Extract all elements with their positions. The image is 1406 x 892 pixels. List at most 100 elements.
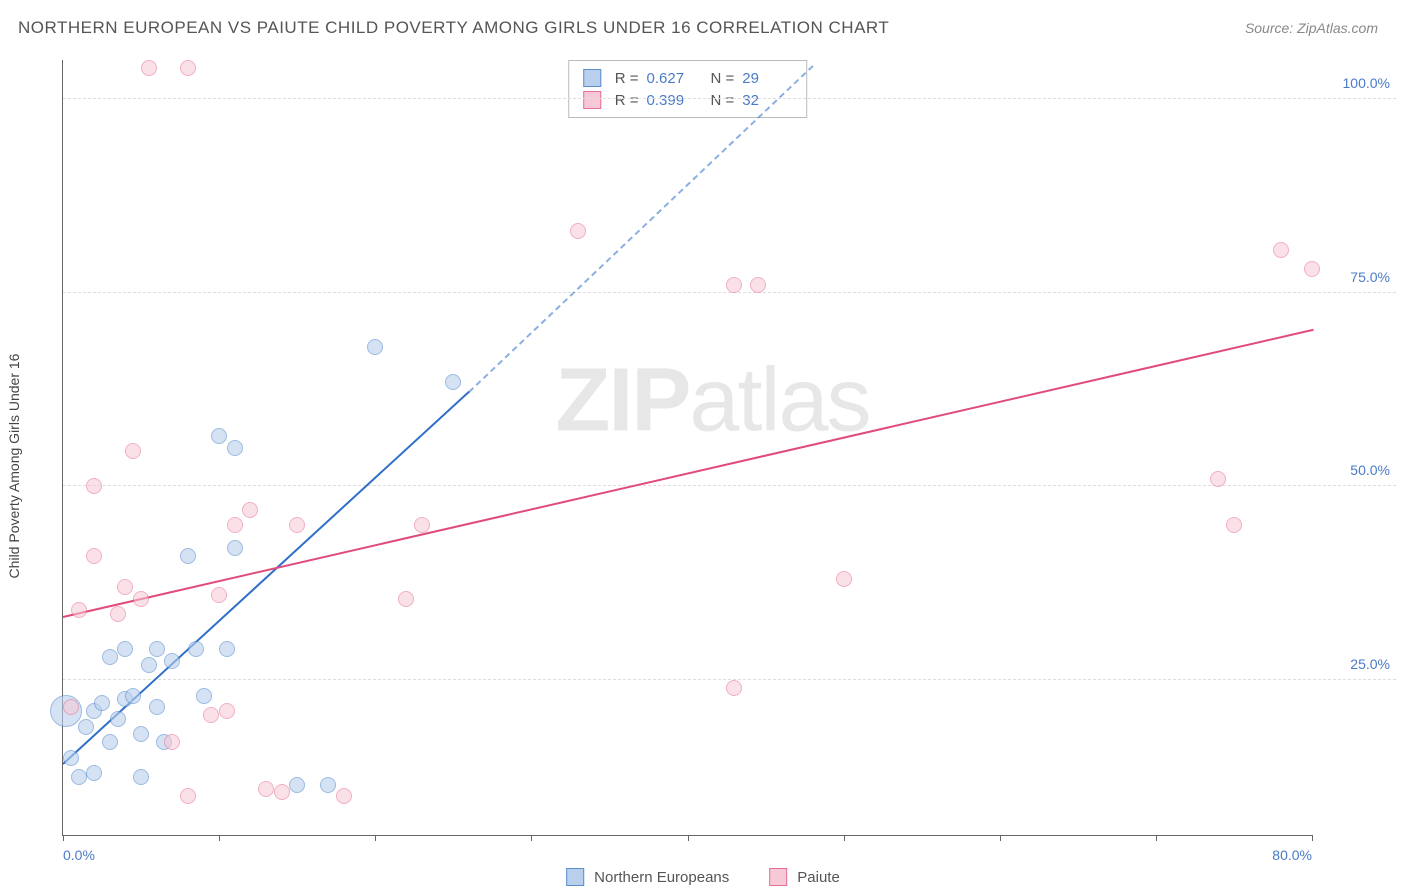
series-swatch	[583, 69, 601, 87]
data-point	[125, 443, 141, 459]
data-point	[86, 548, 102, 564]
data-point	[180, 60, 196, 76]
legend-swatch	[769, 868, 787, 886]
stat-r-value: 0.399	[647, 92, 697, 109]
data-point	[71, 602, 87, 618]
stats-row: R =0.399N =32	[583, 89, 793, 111]
stat-n-label: N =	[711, 70, 735, 87]
x-tick	[1312, 835, 1313, 841]
chart-area: Child Poverty Among Girls Under 16 ZIPat…	[46, 60, 1396, 856]
data-point	[336, 788, 352, 804]
data-point	[149, 641, 165, 657]
data-point	[180, 548, 196, 564]
watermark-rest: atlas	[689, 351, 869, 451]
data-point	[86, 765, 102, 781]
x-tick	[688, 835, 689, 841]
data-point	[750, 277, 766, 293]
data-point	[86, 478, 102, 494]
legend-item: Paiute	[769, 868, 840, 886]
data-point	[289, 517, 305, 533]
stats-row: R = 0.627 N = 29	[583, 67, 793, 89]
data-point	[398, 591, 414, 607]
legend-label: Northern Europeans	[594, 869, 729, 886]
x-tick	[844, 835, 845, 841]
data-point	[102, 734, 118, 750]
data-point	[63, 699, 79, 715]
data-point	[180, 788, 196, 804]
stat-r-label: R =	[615, 92, 639, 109]
y-tick-label: 75.0%	[1350, 269, 1390, 285]
data-point	[219, 703, 235, 719]
y-tick-label: 25.0%	[1350, 656, 1390, 672]
data-point	[1304, 261, 1320, 277]
data-point	[110, 606, 126, 622]
data-point	[289, 777, 305, 793]
data-point	[836, 571, 852, 587]
data-point	[1210, 471, 1226, 487]
x-tick-label: 80.0%	[1272, 847, 1312, 863]
data-point	[110, 711, 126, 727]
chart-title: NORTHERN EUROPEAN VS PAIUTE CHILD POVERT…	[18, 18, 889, 38]
data-point	[149, 699, 165, 715]
data-point	[141, 60, 157, 76]
data-point	[242, 502, 258, 518]
x-tick	[375, 835, 376, 841]
data-point	[570, 223, 586, 239]
data-point	[125, 688, 141, 704]
trend-line	[63, 329, 1313, 618]
data-point	[164, 653, 180, 669]
data-point	[219, 641, 235, 657]
data-point	[258, 781, 274, 797]
x-tick	[1156, 835, 1157, 841]
scatter-plot: ZIPatlas R =0.627N =29R =0.399N =32 25.0…	[62, 60, 1312, 836]
data-point	[320, 777, 336, 793]
data-point	[726, 277, 742, 293]
data-point	[445, 374, 461, 390]
data-point	[211, 428, 227, 444]
y-tick-label: 100.0%	[1343, 75, 1390, 91]
data-point	[117, 579, 133, 595]
legend-item: Northern Europeans	[566, 868, 729, 886]
data-point	[274, 784, 290, 800]
data-point	[196, 688, 212, 704]
data-point	[414, 517, 430, 533]
x-tick	[63, 835, 64, 841]
y-tick-label: 50.0%	[1350, 462, 1390, 478]
stat-r-label: R =	[615, 70, 639, 87]
data-point	[117, 641, 133, 657]
x-tick	[1000, 835, 1001, 841]
data-point	[227, 440, 243, 456]
stat-r-value: 0.627	[647, 70, 697, 87]
data-point	[726, 680, 742, 696]
gridline-h	[63, 98, 1396, 99]
stat-n-value: 29	[742, 70, 792, 87]
data-point	[203, 707, 219, 723]
chart-source: Source: ZipAtlas.com	[1245, 20, 1378, 36]
trend-line	[62, 391, 470, 765]
data-point	[188, 641, 204, 657]
data-point	[71, 769, 87, 785]
series-legend: Northern Europeans Paiute	[566, 868, 840, 886]
data-point	[78, 719, 94, 735]
data-point	[211, 587, 227, 603]
y-axis-label: Child Poverty Among Girls Under 16	[6, 354, 22, 579]
data-point	[367, 339, 383, 355]
data-point	[94, 695, 110, 711]
data-point	[63, 750, 79, 766]
data-point	[164, 734, 180, 750]
watermark: ZIPatlas	[555, 350, 869, 453]
correlation-stats-box: R =0.627N =29R =0.399N =32	[568, 60, 808, 118]
data-point	[102, 649, 118, 665]
gridline-h	[63, 485, 1396, 486]
stat-n-label: N =	[711, 92, 735, 109]
data-point	[141, 657, 157, 673]
series-swatch	[583, 91, 601, 109]
data-point	[1226, 517, 1242, 533]
x-tick	[531, 835, 532, 841]
legend-swatch	[566, 868, 584, 886]
watermark-bold: ZIP	[555, 351, 689, 451]
data-point	[133, 726, 149, 742]
data-point	[227, 540, 243, 556]
data-point	[1273, 242, 1289, 258]
data-point	[133, 591, 149, 607]
